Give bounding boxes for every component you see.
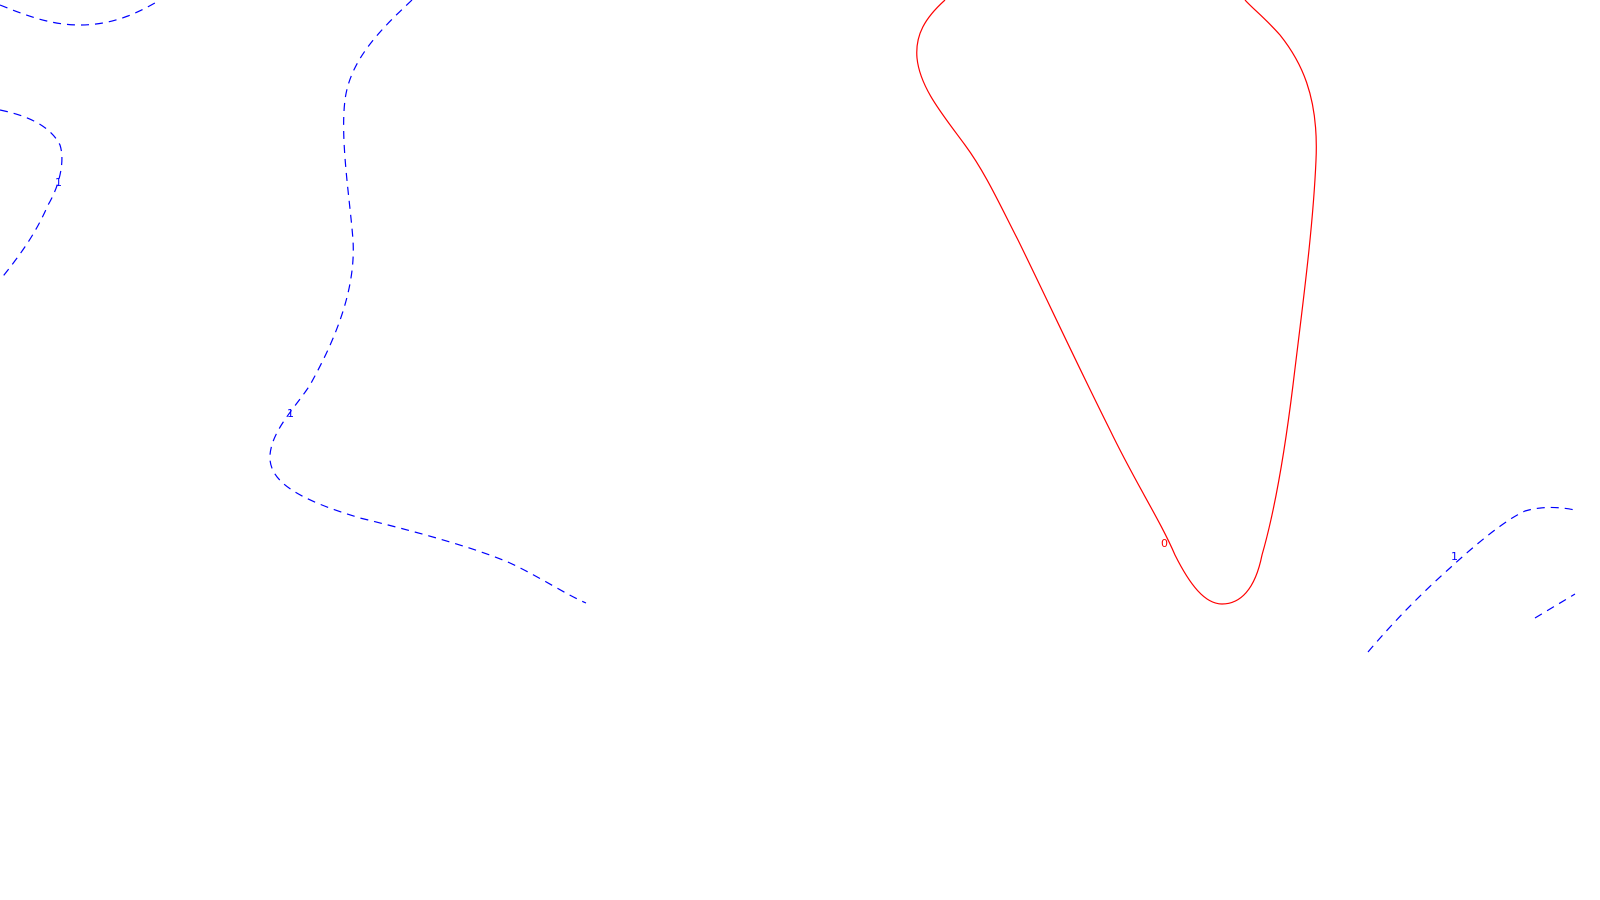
contour-label-center-left: 1	[287, 407, 294, 420]
contour-label-bottom-right: 1	[1451, 550, 1458, 563]
contour-line-bottom-right-corner	[1534, 593, 1576, 619]
contour-line-top-left-arc	[0, 0, 161, 26]
contour-line-center-left	[269, 0, 587, 604]
contour-line-teardrop	[916, 0, 1317, 605]
contour-label-teardrop: 0	[1161, 537, 1168, 550]
contour-label-left-edge: 1	[55, 176, 62, 189]
contour-line-left-edge	[0, 109, 63, 281]
contour-line-bottom-right	[1367, 506, 1576, 653]
